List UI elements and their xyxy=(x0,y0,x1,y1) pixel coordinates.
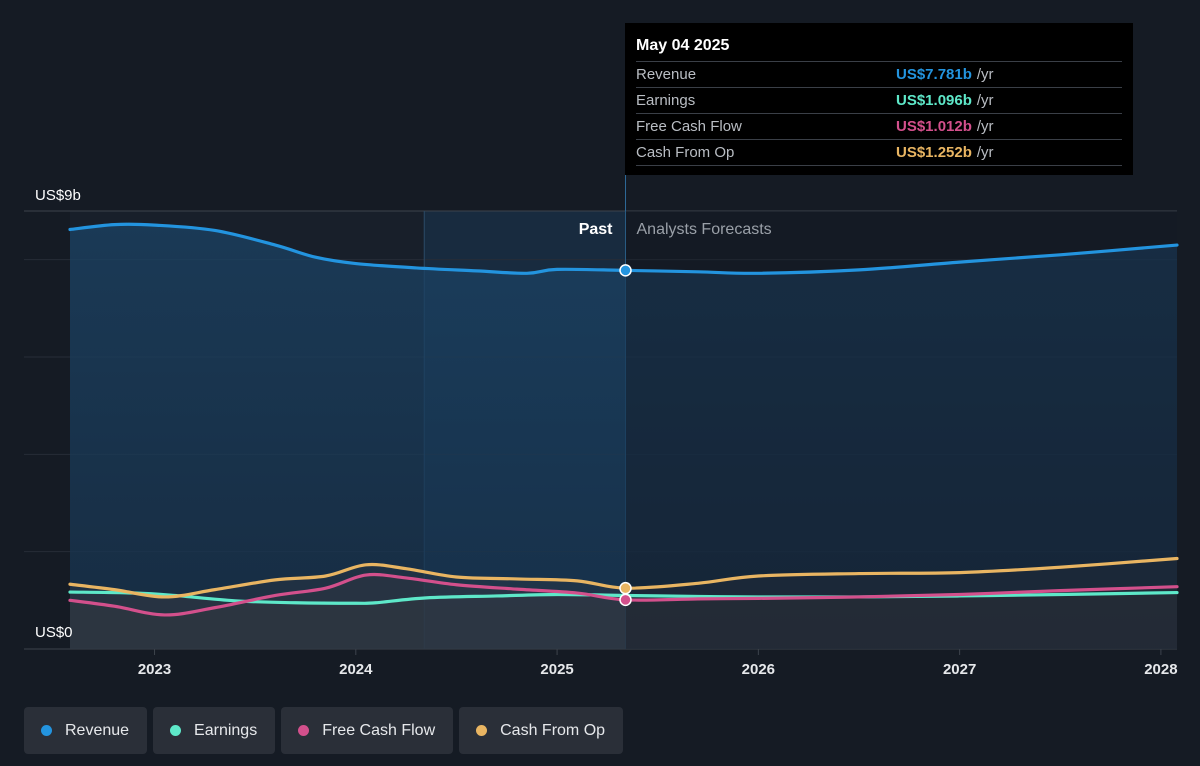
tooltip-row-earnings: Earnings US$1.096b /yr xyxy=(636,87,1122,113)
free-cash-flow-line xyxy=(68,572,1179,617)
earnings-area xyxy=(70,592,1177,649)
free-cash-flow-area xyxy=(70,574,1177,649)
legend-dot-icon xyxy=(298,725,310,736)
x-tick-label: 2025 xyxy=(540,661,573,678)
tooltip-date: May 04 2025 xyxy=(636,37,730,54)
tooltip-unit: /yr xyxy=(976,144,994,161)
tooltip: May 04 2025 Revenue US$7.781b /yr Earnin… xyxy=(625,23,1133,175)
tooltip-row-revenue: Revenue US$7.781b /yr xyxy=(636,61,1122,87)
y-axis-bottom-label: US$0 xyxy=(35,624,73,641)
forecast-dim xyxy=(625,211,1177,649)
legend-label: Earnings xyxy=(194,721,258,739)
tooltip-unit: /yr xyxy=(976,118,994,135)
tooltip-label: Cash From Op xyxy=(636,144,735,161)
legend-item-revenue[interactable]: Revenue xyxy=(24,707,148,754)
x-tick-label: 2024 xyxy=(339,661,373,678)
tooltip-value: US$7.781b xyxy=(896,66,972,83)
x-tick-label: 2028 xyxy=(1144,661,1177,678)
legend: Revenue Earnings Free Cash Flow Cash Fro… xyxy=(24,707,624,754)
x-tick-label: 2027 xyxy=(943,661,976,678)
revenue-line xyxy=(68,222,1179,275)
legend-label: Free Cash Flow xyxy=(322,721,436,739)
tooltip-label: Earnings xyxy=(636,92,696,109)
tooltip-value: US$1.096b xyxy=(896,92,972,109)
legend-item-earnings[interactable]: Earnings xyxy=(153,707,276,754)
tooltip-value: US$1.012b xyxy=(896,118,972,135)
legend-label: Cash From Op xyxy=(500,721,606,739)
past-label: Past xyxy=(579,221,613,238)
forecast-label: Analysts Forecasts xyxy=(637,221,772,238)
legend-dot-icon xyxy=(476,725,488,736)
free-cash-flow-marker xyxy=(619,593,632,607)
tooltip-value: US$1.252b xyxy=(896,144,972,161)
legend-item-cash-from-op[interactable]: Cash From Op xyxy=(459,707,624,754)
legend-dot-icon xyxy=(170,725,182,736)
tooltip-label: Free Cash Flow xyxy=(636,118,742,135)
x-tick-label: 2023 xyxy=(138,661,171,678)
x-tick-label: 2026 xyxy=(742,661,775,678)
revenue-marker xyxy=(619,264,632,277)
tooltip-unit: /yr xyxy=(976,92,994,109)
revenue-area xyxy=(70,224,1177,649)
tooltip-unit: /yr xyxy=(976,66,994,83)
tooltip-label: Revenue xyxy=(636,66,697,83)
tooltip-row-cash-from-op: Cash From Op US$1.252b /yr xyxy=(636,139,1122,166)
legend-label: Revenue xyxy=(65,721,130,739)
line-chart: US$9b US$0 Past Analysts Forecasts 2023 2024 2… xyxy=(24,23,1179,678)
cash-from-op-marker xyxy=(619,581,632,595)
legend-dot-icon xyxy=(41,725,52,736)
tooltip-row-free-cash-flow: Free Cash Flow US$1.012b /yr xyxy=(636,113,1122,139)
cash-from-op-line xyxy=(68,556,1179,599)
legend-item-free-cash-flow[interactable]: Free Cash Flow xyxy=(281,707,454,754)
y-axis-top-label: US$9b xyxy=(35,187,81,204)
